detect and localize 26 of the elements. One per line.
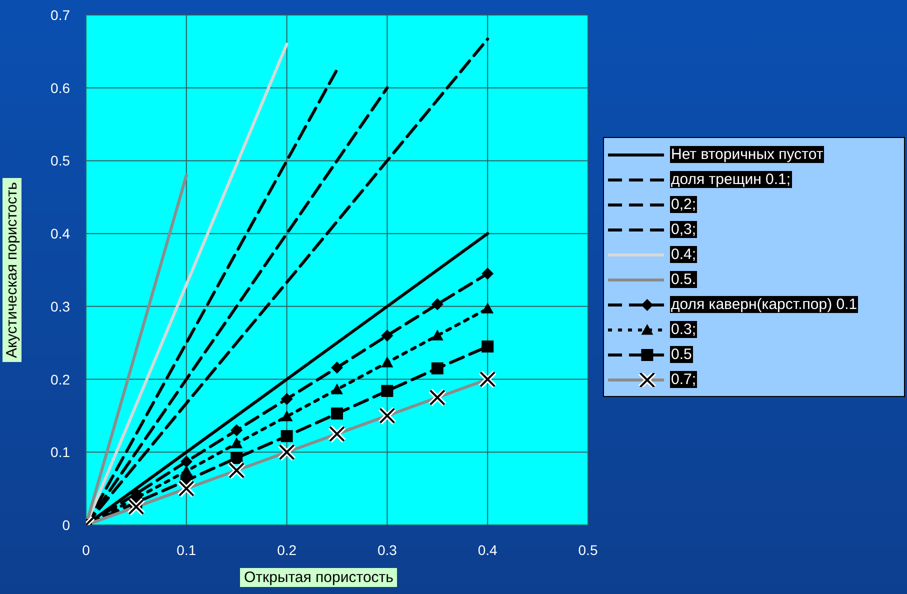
x-tick-label: 0.2 — [277, 542, 297, 558]
legend-label: доля каверн(карст.пор) 0.1 — [670, 296, 858, 313]
x-tick-label: 0.4 — [478, 542, 498, 558]
y-tick-label: 0 — [62, 516, 70, 533]
legend-label: 0,2; — [670, 196, 698, 213]
legend-label: 0.5 — [670, 346, 693, 363]
y-tick-label: 0.2 — [50, 371, 70, 388]
legend-label: 0.7; — [670, 371, 698, 388]
legend-label: доля трещин 0.1; — [670, 171, 792, 188]
x-tick-label: 0.1 — [176, 542, 196, 558]
y-tick-label: 0.6 — [50, 80, 70, 96]
x-tick-label: 0 — [82, 542, 90, 558]
legend-label: Нет вторичных пустот — [670, 146, 824, 163]
legend-label: 0.3; — [670, 321, 698, 338]
legend-label: 0,3; — [670, 221, 698, 238]
y-tick-label: 0.5 — [50, 152, 70, 169]
legend-label: 0.5. — [670, 271, 698, 288]
x-tick-label: 0.3 — [377, 542, 398, 558]
y-tick-label: 0.1 — [50, 444, 70, 460]
y-tick-label: 0.4 — [50, 226, 70, 242]
y-tick-label: 0.7 — [50, 6, 70, 23]
x-tick-label: 0.5 — [578, 542, 598, 558]
legend-label: 0.4; — [670, 246, 698, 263]
x-axis-title: Открытая пористость — [240, 568, 398, 587]
y-tick-label: 0.3 — [50, 298, 70, 314]
y-axis-title: Акустическая пористость — [2, 178, 22, 362]
